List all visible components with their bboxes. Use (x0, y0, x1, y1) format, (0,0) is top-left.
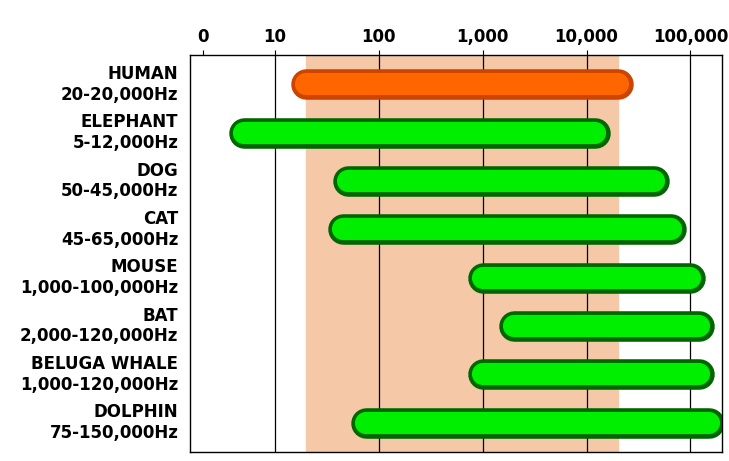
Text: MOUSE
1,000-100,000Hz: MOUSE 1,000-100,000Hz (20, 258, 179, 297)
Text: BAT
2,000-120,000Hz: BAT 2,000-120,000Hz (20, 307, 179, 345)
Bar (306, 55, 618, 452)
Text: DOG
50-45,000Hz: DOG 50-45,000Hz (61, 162, 179, 201)
Text: ELEPHANT
5-12,000Hz: ELEPHANT 5-12,000Hz (73, 113, 179, 152)
Text: HUMAN
20-20,000Hz: HUMAN 20-20,000Hz (61, 65, 179, 104)
Text: DOLPHIN
75-150,000Hz: DOLPHIN 75-150,000Hz (50, 403, 179, 442)
Text: CAT
45-65,000Hz: CAT 45-65,000Hz (61, 210, 179, 249)
Text: BELUGA WHALE
1,000-120,000Hz: BELUGA WHALE 1,000-120,000Hz (20, 355, 179, 394)
